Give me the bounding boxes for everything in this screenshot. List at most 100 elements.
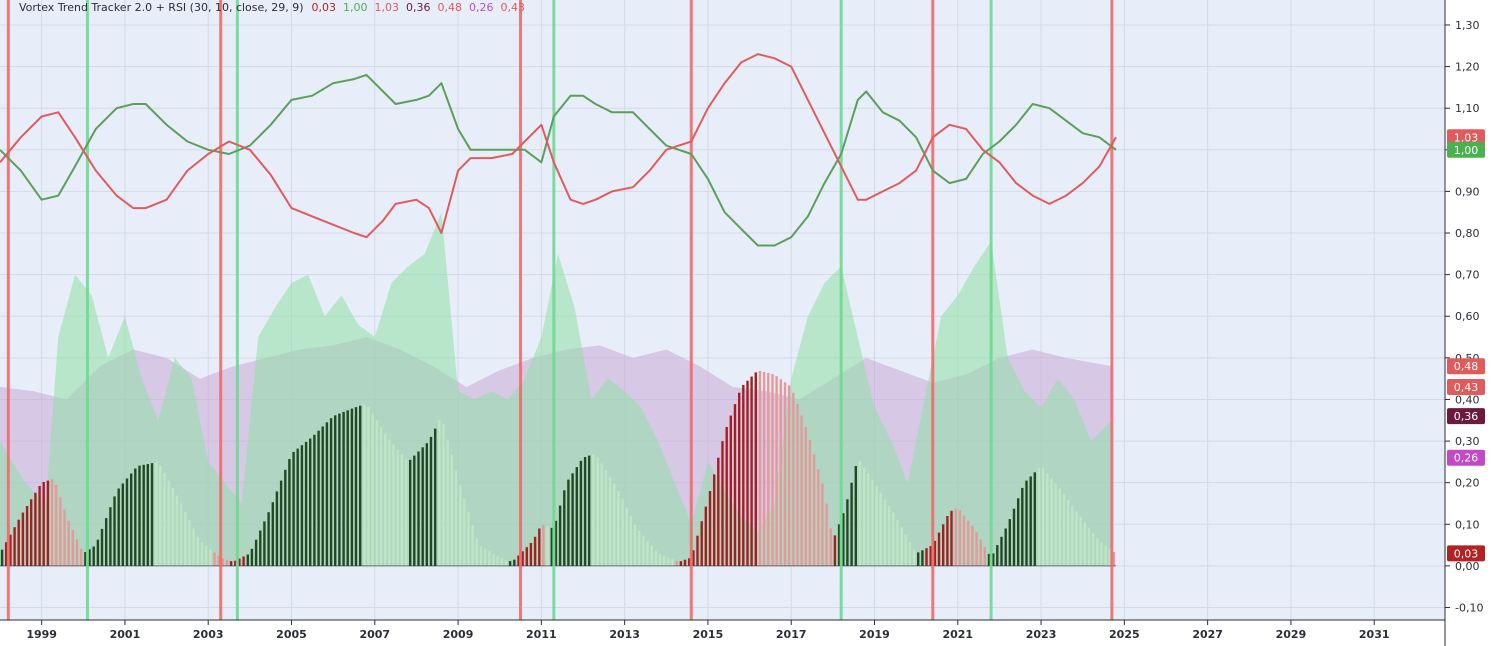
histogram-bar xyxy=(946,516,949,566)
histogram-bar xyxy=(746,380,749,566)
histogram-bar xyxy=(254,539,258,566)
histogram-bar xyxy=(225,559,229,566)
histogram-bar xyxy=(396,449,399,566)
histogram-bar xyxy=(404,459,408,566)
histogram-bar xyxy=(130,473,133,566)
x-tick-label: 2019 xyxy=(859,628,890,641)
histogram-bar xyxy=(992,553,995,566)
x-tick-label: 2013 xyxy=(609,628,640,641)
histogram-bar xyxy=(821,483,824,566)
histogram-bar xyxy=(1062,493,1066,566)
y-tick-label: 0,90 xyxy=(1455,185,1480,198)
histogram-bar xyxy=(30,499,33,566)
x-axis[interactable]: 1999 2001 2003 2005 2007 2009 2011 2013 2015 2017… xyxy=(26,620,1390,641)
histogram-bar xyxy=(300,445,304,566)
histogram-bar xyxy=(417,451,420,566)
histogram-bar xyxy=(708,491,712,566)
histogram-bar xyxy=(563,490,566,566)
series-line-vi_plus xyxy=(0,73,1117,247)
histogram-bar xyxy=(658,554,662,566)
histogram-bar xyxy=(138,465,141,566)
histogram-bar xyxy=(613,483,616,566)
histogram-bar xyxy=(604,470,608,566)
histogram-bar xyxy=(533,536,537,566)
histogram-bar xyxy=(317,430,320,566)
x-tick-label: 2007 xyxy=(359,628,390,641)
histogram-bar xyxy=(313,434,316,566)
histogram-bar xyxy=(842,513,845,566)
histogram-bar xyxy=(1046,473,1049,566)
histogram-bar xyxy=(459,485,462,566)
histogram-bar xyxy=(867,473,870,566)
histogram-bar xyxy=(979,539,982,566)
histogram-bar xyxy=(513,559,516,566)
x-tick-label: 2009 xyxy=(443,628,474,641)
histogram-bar xyxy=(188,520,191,566)
histogram-bar xyxy=(975,532,978,566)
histogram-bar xyxy=(554,520,558,566)
histogram-bar xyxy=(1029,476,1032,566)
histogram-bar xyxy=(238,558,241,566)
histogram-bar xyxy=(692,550,695,566)
x-tick-label: 2001 xyxy=(110,628,141,641)
histogram-bar xyxy=(84,552,87,566)
indicator-title[interactable]: Vortex Trend Tracker 2.0 + RSI (30, 10, … xyxy=(19,1,304,14)
histogram-bar xyxy=(304,441,308,566)
histogram-bar xyxy=(508,561,512,566)
histogram-bar xyxy=(192,528,195,566)
histogram-bar xyxy=(109,507,112,566)
legend-value: 1,00 xyxy=(343,1,368,14)
x-tick-label: 2027 xyxy=(1192,628,1223,641)
histogram-bar xyxy=(638,531,641,566)
y-tick-label: 0,20 xyxy=(1455,477,1480,490)
histogram-bar xyxy=(850,482,853,566)
histogram-bar xyxy=(558,505,562,566)
histogram-bar xyxy=(229,561,233,566)
histogram-bar xyxy=(134,468,137,566)
histogram-bar xyxy=(204,545,208,566)
y-tick-label: -0,10 xyxy=(1455,602,1483,615)
histogram-bar xyxy=(950,510,953,566)
histogram-bar xyxy=(725,427,728,566)
histogram-bar xyxy=(1033,472,1036,566)
histogram-bar xyxy=(263,521,266,566)
price-badge xyxy=(1447,379,1485,395)
histogram-bar xyxy=(338,413,341,566)
histogram-bar xyxy=(400,454,404,566)
histogram-bar xyxy=(334,415,337,566)
histogram-bar xyxy=(1066,499,1070,566)
legend-value: 0,36 xyxy=(406,1,431,14)
time-scale-background[interactable] xyxy=(0,620,1445,646)
y-axis[interactable]: 1,301,201,101,000,900,800,700,600,500,40… xyxy=(1445,19,1483,615)
indicator-legend[interactable]: Vortex Trend Tracker 2.0 + RSI (30, 10, … xyxy=(19,1,525,14)
histogram-bar xyxy=(846,499,849,566)
histogram-bar xyxy=(267,512,270,566)
histogram-bar xyxy=(171,488,174,566)
histogram-bar xyxy=(700,521,703,566)
histogram-bar xyxy=(1091,533,1095,566)
histogram-bar xyxy=(96,539,100,566)
histogram-bar xyxy=(679,561,683,566)
histogram-bar xyxy=(467,511,470,566)
histogram-bar xyxy=(796,404,799,566)
histogram-bar xyxy=(454,470,458,566)
histogram-bar xyxy=(17,519,20,566)
histogram-bar xyxy=(567,479,570,566)
histogram-bar xyxy=(713,474,716,566)
histogram-bar xyxy=(792,392,795,566)
histogram-bar xyxy=(359,405,362,566)
histogram-bar xyxy=(967,520,970,566)
price-scale-background[interactable] xyxy=(1445,0,1507,646)
histogram-bar xyxy=(663,555,666,566)
histogram-bar xyxy=(325,422,329,566)
histogram-bar xyxy=(117,488,120,566)
histogram-bar xyxy=(184,511,187,566)
histogram-bar xyxy=(488,551,491,566)
histogram-bar xyxy=(800,415,803,566)
histogram-bar xyxy=(521,551,524,566)
histogram-bar xyxy=(579,460,583,566)
x-tick-label: 2015 xyxy=(693,628,724,641)
histogram-bar xyxy=(871,479,874,566)
